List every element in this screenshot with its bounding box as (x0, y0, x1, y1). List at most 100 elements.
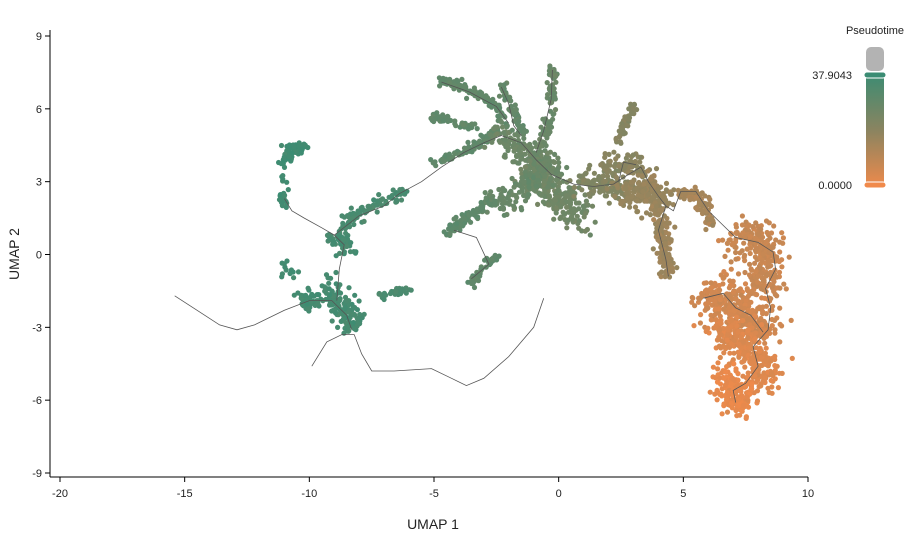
cell-point (716, 327, 723, 333)
cell-point (704, 306, 710, 312)
cell-point (777, 321, 783, 327)
cell-point (285, 148, 291, 154)
cell-point (672, 224, 678, 230)
cell-point (629, 110, 635, 116)
cell-point (777, 249, 783, 255)
cell-point (519, 207, 525, 213)
cell-point (526, 184, 532, 190)
cell-point (329, 302, 335, 308)
y-tick-label: 6 (36, 104, 42, 116)
cell-point (439, 156, 445, 162)
cell-point (522, 198, 529, 204)
cell-point (639, 215, 645, 221)
cell-point (483, 195, 489, 201)
cell-point (630, 170, 636, 176)
cell-point (632, 204, 639, 210)
cell-point (762, 340, 768, 346)
cell-point (551, 91, 557, 97)
cell-point (548, 96, 554, 102)
cell-point (719, 411, 725, 417)
cell-point (717, 354, 723, 361)
cell-point (786, 254, 792, 260)
cell-point (299, 146, 305, 152)
cell-point (501, 212, 507, 218)
cell-point (376, 192, 382, 198)
cell-point (397, 187, 403, 193)
cell-point (540, 199, 547, 205)
cell-point (748, 245, 754, 251)
cell-point (492, 252, 498, 258)
cell-point (725, 247, 731, 253)
cell-point (648, 176, 654, 182)
cell-point (752, 330, 759, 336)
cell-point (693, 194, 699, 200)
cell-point (710, 222, 716, 228)
cell-point (629, 179, 635, 185)
legend-min-marker (863, 181, 887, 189)
cell-point (552, 197, 559, 203)
cell-point (329, 318, 335, 324)
cell-point (517, 145, 523, 151)
cell-point (670, 269, 676, 275)
cell-point (516, 189, 523, 195)
cell-point (646, 191, 652, 197)
cell-point (653, 203, 660, 209)
cell-point (497, 195, 503, 201)
cell-point (726, 237, 732, 243)
cell-point (630, 152, 636, 158)
cell-point (607, 158, 613, 164)
cell-point (479, 133, 485, 139)
cell-point (502, 137, 508, 143)
cell-point (665, 235, 671, 241)
cell-point (758, 383, 764, 389)
cell-point (776, 269, 783, 275)
cell-point (668, 191, 675, 197)
cell-point (627, 200, 633, 206)
cell-point (563, 192, 570, 199)
cell-point (681, 196, 687, 202)
cell-point (477, 138, 483, 144)
cell-point (756, 348, 763, 354)
cell-point (323, 272, 330, 278)
cell-point (747, 250, 753, 257)
cell-point (283, 267, 289, 273)
cell-point (721, 269, 727, 275)
cell-point (741, 240, 747, 246)
cell-point (746, 222, 752, 228)
cell-point (586, 191, 592, 197)
cell-point (783, 286, 789, 292)
cell-point (550, 111, 556, 117)
cell-point (544, 162, 550, 168)
cell-point (516, 160, 522, 166)
cell-point (650, 246, 656, 252)
cell-point (767, 235, 773, 241)
cell-point (603, 163, 609, 169)
legend-max-label: 37.9043 (812, 70, 852, 82)
cell-point (351, 326, 357, 332)
cell-point (437, 83, 443, 89)
cell-point (742, 269, 748, 276)
cell-point (547, 158, 553, 164)
trajectory-lines (174, 69, 777, 403)
cell-point (284, 179, 290, 185)
cell-point (403, 290, 409, 296)
cell-point (517, 151, 523, 157)
cell-point (740, 373, 746, 379)
cell-point (469, 149, 475, 155)
cell-point (744, 286, 750, 292)
cell-point (614, 175, 620, 181)
cell-point (762, 295, 768, 301)
cell-point (629, 194, 635, 200)
cell-point (304, 301, 310, 307)
cell-point (608, 188, 614, 194)
cell-point (504, 124, 510, 130)
cell-point (574, 213, 580, 219)
cell-point (336, 232, 342, 238)
scatter-points (276, 63, 795, 421)
cell-point (737, 412, 743, 418)
cell-point (781, 281, 787, 287)
cell-point (453, 123, 459, 129)
cell-point (561, 211, 568, 217)
cell-point (496, 93, 503, 99)
